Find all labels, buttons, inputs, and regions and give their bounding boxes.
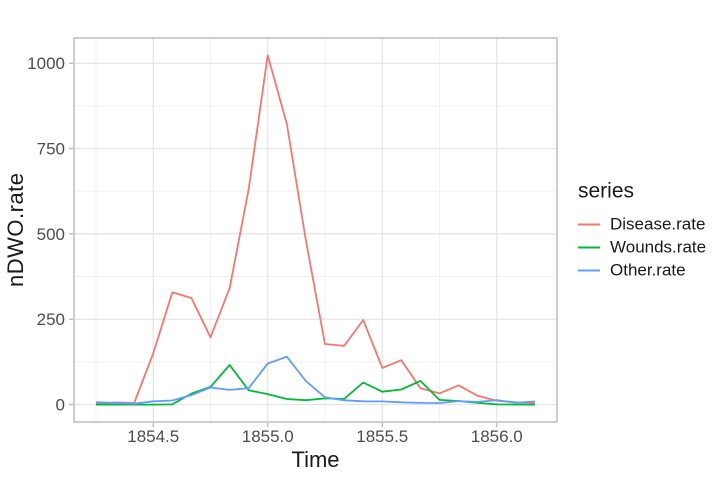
x-axis-title: Time — [291, 447, 340, 472]
y-tick-label: 750 — [37, 140, 65, 159]
panel-background — [74, 38, 557, 422]
legend-key-wounds-rate — [578, 237, 600, 258]
panel-border — [73, 37, 558, 423]
legend-key-line-icon — [578, 223, 600, 225]
legend-label-wounds-rate: Wounds.rate — [610, 237, 707, 256]
x-tick-label: 1855.5 — [356, 427, 408, 446]
legend-key-disease-rate — [578, 214, 600, 235]
y-tick-label: 500 — [37, 225, 65, 244]
y-tick-label: 0 — [56, 396, 65, 415]
legend-item-disease-rate: Disease.rate — [578, 214, 706, 235]
legend: series Disease.rate Wounds.rate Other.rate — [578, 180, 706, 281]
y-tick-label: 1000 — [27, 54, 65, 73]
y-tick-label: 250 — [37, 310, 65, 329]
legend-label-disease-rate: Disease.rate — [610, 214, 706, 233]
legend-items: Disease.rate Wounds.rate Other.rate — [578, 214, 706, 281]
legend-key-line-icon — [578, 269, 600, 271]
legend-item-other-rate: Other.rate — [578, 260, 706, 281]
legend-item-wounds-rate: Wounds.rate — [578, 237, 706, 258]
series-line-disease-rate — [95, 54, 535, 405]
x-tick-label: 1855.0 — [242, 427, 294, 446]
series-line-other-rate — [95, 355, 535, 405]
x-tick-label: 1856.0 — [471, 427, 523, 446]
legend-title: series — [578, 179, 635, 203]
legend-label-other-rate: Other.rate — [610, 260, 686, 279]
legend-key-other-rate — [578, 260, 600, 281]
legend-key-line-icon — [578, 246, 600, 248]
y-axis-title: nDWO.rate — [3, 172, 28, 288]
x-tick-label: 1854.5 — [127, 427, 179, 446]
